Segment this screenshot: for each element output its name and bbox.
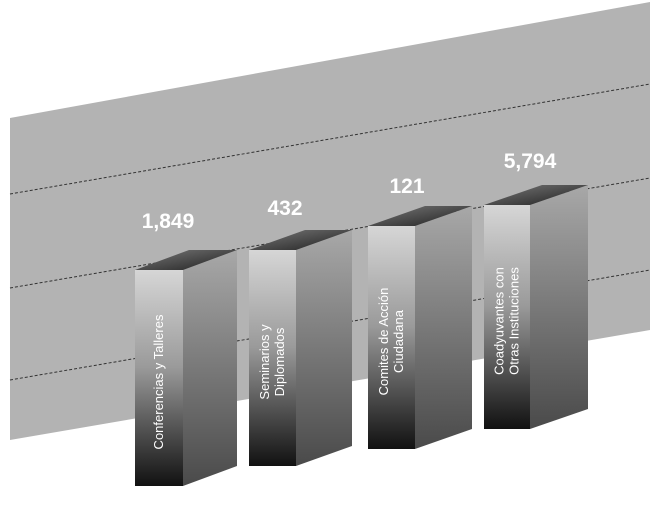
bar-top-face bbox=[368, 206, 472, 226]
bar-top-face bbox=[249, 230, 352, 250]
category-label: Conferencias y Talleres bbox=[151, 314, 166, 449]
bar-side-face bbox=[415, 206, 472, 449]
category-label: Seminarios yDiplomados bbox=[257, 324, 287, 400]
bars: 1,849 Conferencias y Talleres 432 Seminario… bbox=[135, 150, 588, 486]
bar-1: 1,849 Conferencias y Talleres bbox=[135, 210, 237, 486]
bar-top-face bbox=[484, 185, 588, 205]
bar-4: 5,794 Coadyuvantes conOtras Instituciones bbox=[484, 150, 588, 429]
grid-line bbox=[9, 83, 650, 195]
bar-front-face bbox=[484, 205, 530, 429]
category-label: Comites de AcciónCiudadana bbox=[376, 288, 406, 396]
bar-top-face bbox=[135, 250, 237, 270]
value-label: 5,794 bbox=[504, 150, 557, 173]
category-label: Coadyuvantes conOtras Instituciones bbox=[492, 267, 522, 375]
bar-front-face bbox=[368, 226, 415, 449]
bar-front-face bbox=[249, 250, 296, 466]
value-label: 121 bbox=[389, 175, 424, 198]
bar-front-face bbox=[135, 270, 183, 486]
bar-side-face bbox=[530, 185, 588, 429]
bar-side-face bbox=[296, 230, 352, 466]
value-label: 1,849 bbox=[142, 210, 195, 233]
bar-side-face bbox=[183, 250, 237, 486]
value-label: 432 bbox=[267, 197, 302, 220]
bar-2: 432 Seminarios yDiplomados bbox=[249, 197, 352, 466]
bar-3: 121 Comites de AcciónCiudadana bbox=[368, 175, 472, 449]
